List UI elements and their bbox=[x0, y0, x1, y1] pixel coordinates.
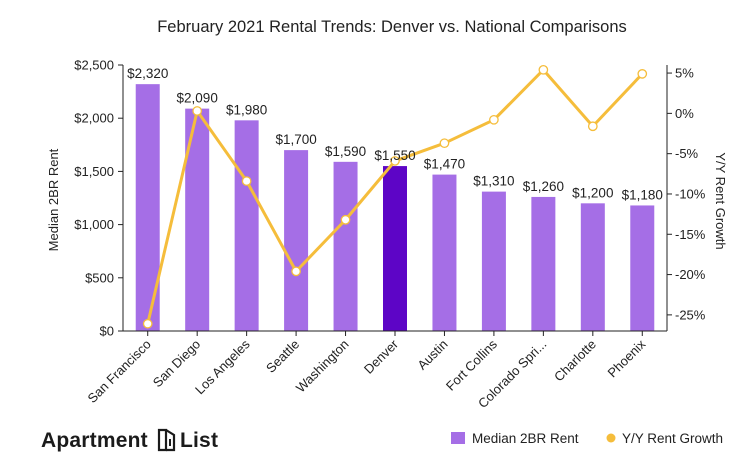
logo-mark-icon bbox=[157, 428, 176, 452]
right-tick-label: 0% bbox=[675, 106, 694, 121]
bar-value-label: $2,090 bbox=[177, 91, 218, 106]
bar-fort-collins bbox=[481, 191, 506, 331]
line-series bbox=[142, 64, 648, 329]
legend-swatch-growth bbox=[606, 433, 616, 443]
growth-point bbox=[291, 266, 301, 277]
bar-charlotte bbox=[580, 203, 605, 331]
apartment-list-logo: Apartment List bbox=[41, 428, 218, 452]
right-tick-label: 5% bbox=[675, 66, 694, 81]
right-tick-label: -15% bbox=[675, 227, 706, 242]
growth-point bbox=[390, 156, 400, 166]
bar-los-angeles bbox=[234, 120, 259, 331]
x-tick-label: Charlotte bbox=[551, 337, 599, 385]
growth-point bbox=[439, 138, 450, 149]
bar-value-label: $1,470 bbox=[424, 157, 465, 172]
legend-swatch-rent bbox=[451, 432, 465, 444]
left-axis-label: Median 2BR Rent bbox=[46, 148, 61, 251]
logo-text-list: List bbox=[180, 429, 218, 452]
bar-value-label: $2,320 bbox=[127, 66, 168, 81]
x-tick-label: Denver bbox=[361, 336, 402, 377]
bar-austin bbox=[432, 174, 457, 331]
growth-point bbox=[192, 106, 203, 116]
legend-label-rent: Median 2BR Rent bbox=[472, 431, 579, 446]
bar-value-label: $1,700 bbox=[275, 132, 316, 147]
bar-value-label: $1,590 bbox=[325, 144, 366, 159]
logo-text-apartment: Apartment bbox=[41, 429, 148, 452]
right-tick-label: -20% bbox=[675, 267, 706, 282]
left-tick-label: $2,000 bbox=[74, 111, 114, 126]
bar-washington bbox=[333, 161, 358, 331]
bar-series bbox=[135, 84, 655, 332]
left-tick-label: $500 bbox=[85, 270, 114, 285]
bar-phoenix bbox=[630, 205, 655, 331]
bar-value-label: $1,980 bbox=[226, 102, 267, 117]
bar-denver bbox=[383, 166, 407, 331]
bar-data-labels: $2,320 $2,090 $1,980 $1,700 $1,590 $1,550 $1,4… bbox=[127, 66, 663, 202]
growth-point bbox=[587, 121, 598, 132]
bar-colorado-spri bbox=[531, 196, 556, 331]
left-tick-label: $0 bbox=[100, 324, 114, 339]
bar-value-label: $1,260 bbox=[523, 179, 564, 194]
legend: Median 2BR Rent Y/Y Rent Growth bbox=[451, 431, 723, 446]
left-tick-label: $1,500 bbox=[74, 164, 114, 179]
bar-value-label: $1,310 bbox=[473, 174, 514, 189]
right-axis-label: Y/Y Rent Growth bbox=[713, 152, 728, 249]
growth-point bbox=[489, 114, 499, 125]
right-y-axis: -25% -20% -15% -10% -5% 0% 5% bbox=[666, 65, 706, 331]
left-tick-label: $2,500 bbox=[74, 58, 114, 73]
chart-title: February 2021 Rental Trends: Denver vs. … bbox=[157, 18, 627, 36]
right-tick-label: -5% bbox=[675, 146, 699, 161]
bar-value-label: $1,180 bbox=[622, 187, 663, 202]
growth-point bbox=[637, 69, 648, 79]
left-y-axis: $0 $500 $1,000 $1,500 $2,000 $2,500 bbox=[74, 58, 124, 339]
growth-point bbox=[241, 176, 252, 186]
x-tick-label: San Francisco bbox=[84, 337, 153, 406]
growth-point bbox=[340, 214, 351, 225]
growth-point bbox=[142, 318, 153, 329]
bar-value-label: $1,550 bbox=[374, 148, 415, 163]
legend-label-growth: Y/Y Rent Growth bbox=[622, 431, 723, 446]
x-tick-label: Phoenix bbox=[605, 336, 649, 380]
x-tick-label: Seattle bbox=[263, 337, 302, 376]
bar-value-label: $1,200 bbox=[572, 185, 613, 200]
right-tick-label: -10% bbox=[675, 186, 706, 201]
left-tick-label: $1,000 bbox=[74, 217, 114, 232]
growth-point bbox=[538, 64, 549, 75]
x-tick-label: Austin bbox=[414, 337, 450, 373]
right-tick-label: -25% bbox=[675, 307, 706, 322]
bar-seattle bbox=[284, 150, 309, 331]
x-tick-label: Washington bbox=[293, 337, 352, 396]
